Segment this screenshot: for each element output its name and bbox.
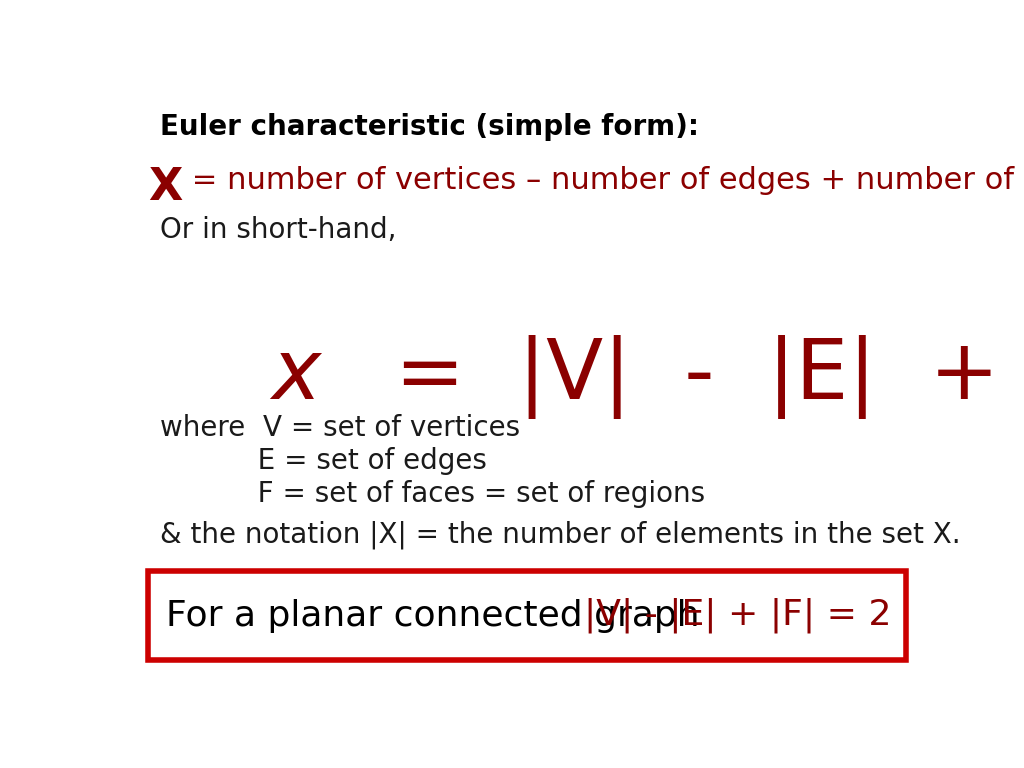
Text: where  V = set of vertices: where V = set of vertices <box>160 415 520 442</box>
Text: F = set of faces = set of regions: F = set of faces = set of regions <box>160 479 705 508</box>
Text: x: x <box>270 335 321 415</box>
Text: E = set of edges: E = set of edges <box>160 447 486 475</box>
Text: & the notation |X| = the number of elements in the set X.: & the notation |X| = the number of eleme… <box>160 521 961 549</box>
Text: For a planar connected graph: For a planar connected graph <box>166 598 712 633</box>
Text: =  |V|  -  |E|  +  |F|: = |V| - |E| + |F| <box>342 335 1024 419</box>
Text: = number of vertices – number of edges + number of faces: = number of vertices – number of edges +… <box>182 166 1024 195</box>
Text: |V| - |E| + |F| = 2: |V| - |E| + |F| = 2 <box>585 598 892 634</box>
Text: Euler characteristic (simple form):: Euler characteristic (simple form): <box>160 113 698 141</box>
Text: Or in short-hand,: Or in short-hand, <box>160 217 396 244</box>
FancyBboxPatch shape <box>147 571 905 660</box>
Text: X: X <box>147 166 182 209</box>
